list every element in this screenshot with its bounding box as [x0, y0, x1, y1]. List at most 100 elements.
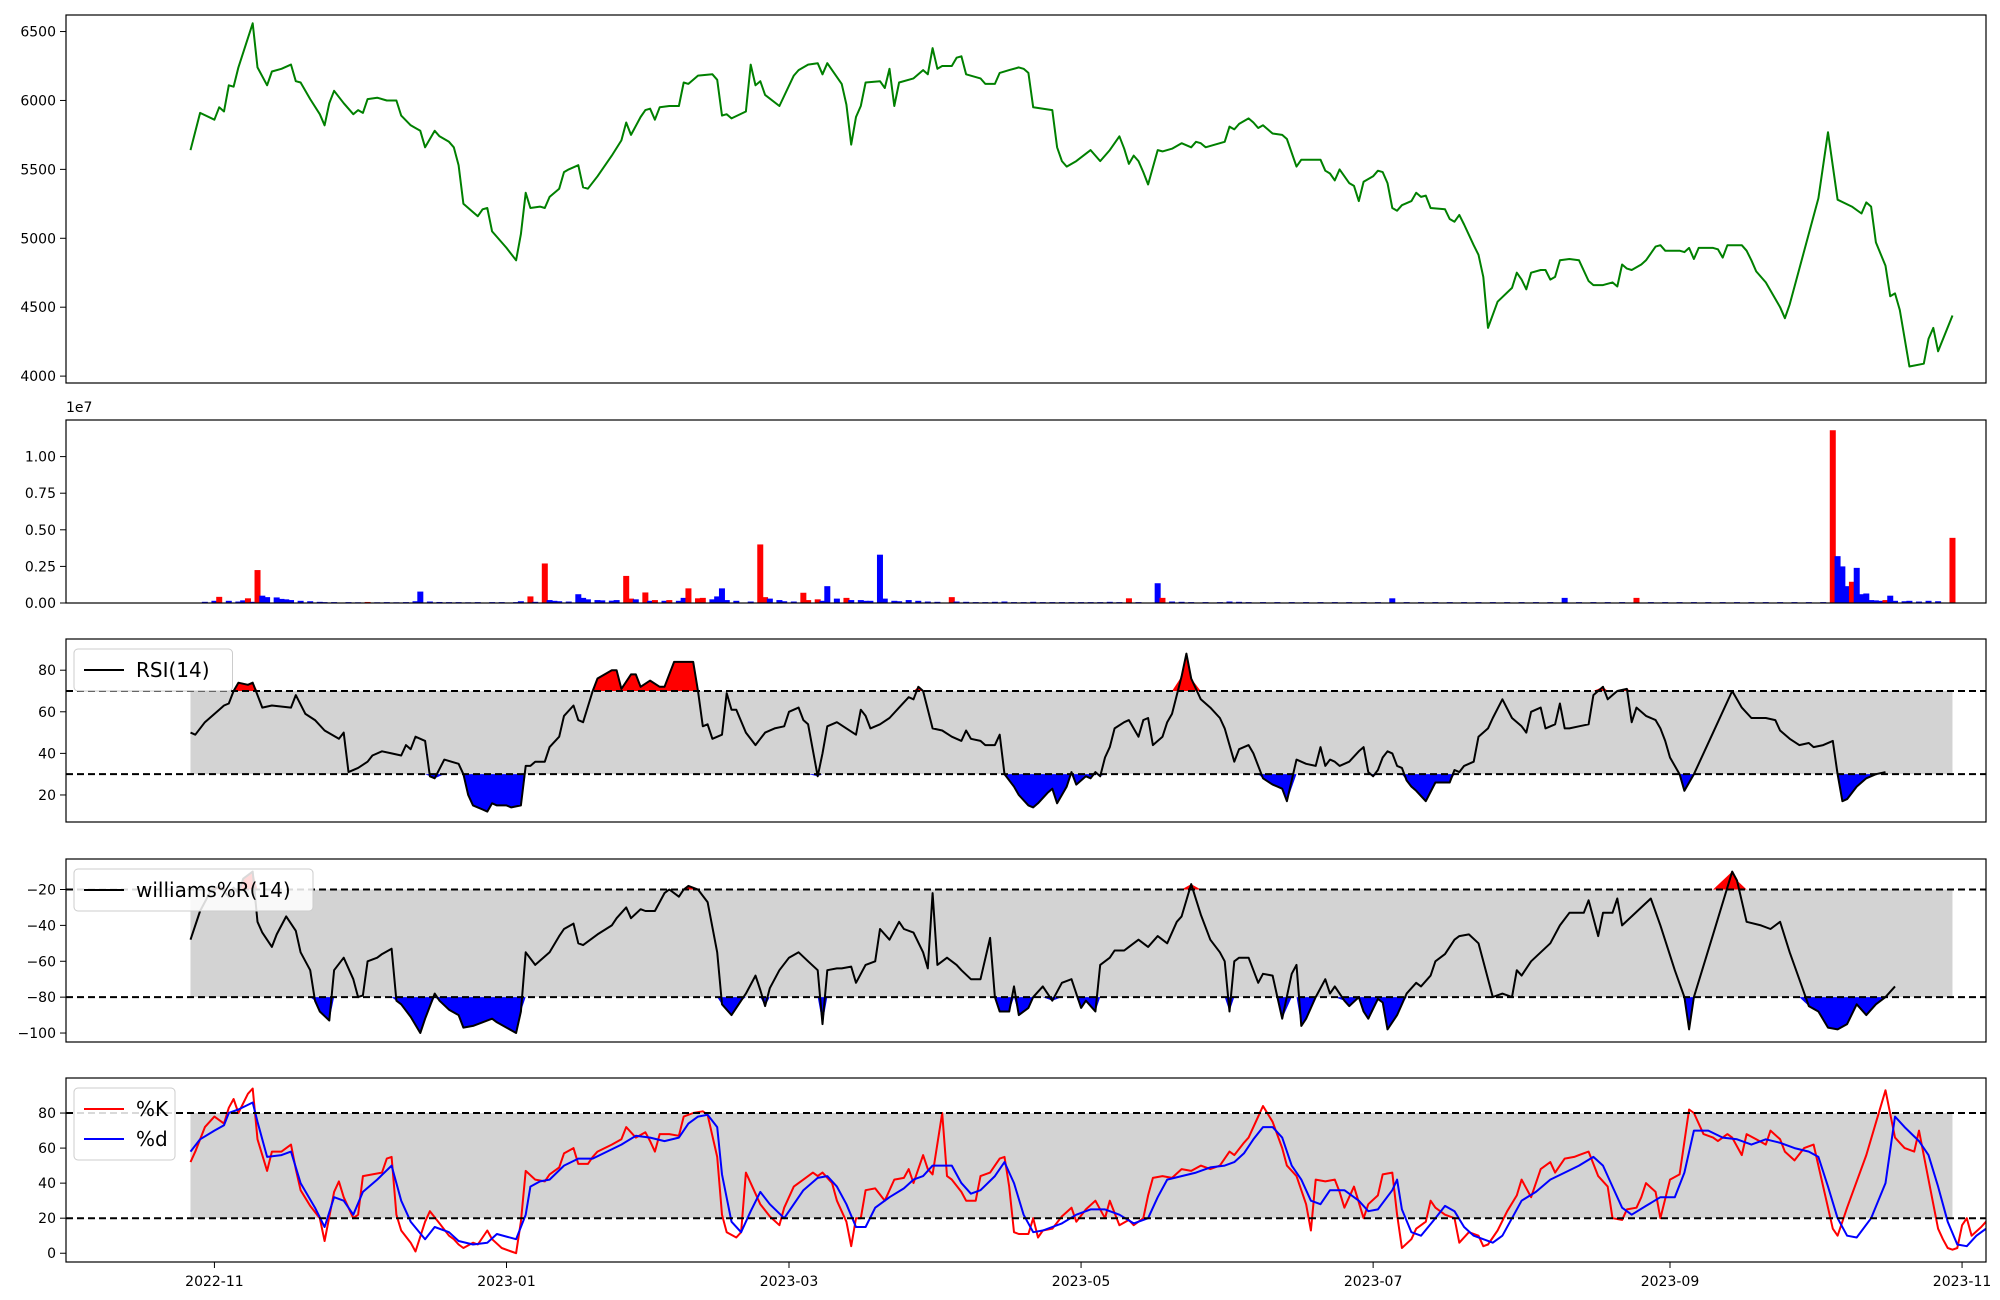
rsi-threshold-band	[190, 690, 1953, 775]
volume-bar	[527, 596, 534, 603]
volume-bar	[647, 600, 654, 603]
volume-bar	[565, 601, 572, 603]
volume-bar	[244, 598, 251, 603]
williams-oversold-fill	[190, 997, 1896, 1034]
volume-bar	[235, 601, 242, 603]
volume-bar	[556, 601, 563, 603]
rsi-y-tick-label: 80	[38, 663, 56, 679]
price-axes-frame	[65, 14, 1987, 384]
volume-bar	[723, 600, 730, 603]
volume-bar	[1863, 593, 1870, 603]
volume-bar	[1125, 598, 1132, 603]
williams-axes-frame	[65, 858, 1987, 1043]
volume-bar	[800, 592, 807, 603]
volume-bar	[1226, 601, 1233, 603]
stochastic-y-tick-label: 80	[38, 1106, 56, 1122]
rsi-plot-area	[190, 652, 1953, 813]
rsi-legend-box	[73, 648, 233, 692]
volume-y-tick-label: 0.50	[25, 523, 56, 539]
volume-bar	[1887, 595, 1894, 603]
volume-bar	[642, 592, 649, 603]
rsi-y-tick-label: 20	[38, 788, 56, 804]
volume-bar	[259, 595, 266, 603]
x-tick-label: 2023-01	[477, 1274, 536, 1290]
stochastic-panel: 0 20 40 60 80 2022-11 2023-01 2023-03 2023-05 202…	[38, 1077, 1991, 1290]
volume-bar	[766, 598, 773, 603]
volume-bar	[1633, 597, 1640, 603]
x-tick-label: 2023-05	[1052, 1274, 1111, 1290]
volume-bar	[417, 591, 424, 603]
volume-bar	[953, 601, 960, 603]
rsi-y-tick-label: 60	[38, 705, 56, 721]
volume-bar	[1858, 594, 1865, 603]
volume-bar	[307, 601, 314, 603]
price-y-tick-label: 6500	[20, 25, 56, 41]
volume-bar	[1877, 600, 1884, 603]
volume-bar	[675, 600, 682, 603]
volume-bar	[1561, 597, 1568, 603]
price-y-tick-label: 5000	[20, 231, 56, 247]
rsi-y-tick-label: 40	[38, 746, 56, 762]
volume-bar	[1949, 537, 1956, 603]
volume-bar	[709, 599, 716, 603]
volume-bar	[1834, 556, 1841, 603]
volume-y-tick-label: 0.75	[25, 486, 56, 502]
volume-bar	[924, 601, 931, 603]
stochastic-threshold-band	[190, 1113, 1953, 1219]
stochastic-y-tick-label: 0	[47, 1246, 56, 1262]
volume-bar	[685, 588, 692, 603]
stochastic-y-tick-label: 60	[38, 1141, 56, 1157]
volume-bar	[273, 597, 280, 603]
rsi-panel: 20 40 60 80 RSI(14)	[38, 638, 1987, 823]
volume-bar	[843, 597, 850, 603]
volume-bar	[1901, 601, 1908, 603]
volume-offset-label: 1e7	[66, 400, 92, 416]
volume-bar	[580, 597, 587, 603]
stochastic-plot-area	[189, 1087, 1986, 1255]
volume-bar	[948, 597, 955, 603]
williams-y-tick-label: −20	[26, 883, 56, 899]
volume-bar	[757, 544, 764, 603]
volume-bar	[661, 600, 668, 603]
volume-bar	[1159, 597, 1166, 603]
volume-bar	[891, 600, 898, 603]
williams-panel: −100 −80 −60 −40 −20 williams%R(14)	[18, 858, 1987, 1043]
volume-y-tick-label: 1.00	[25, 450, 56, 466]
volume-bar	[278, 598, 285, 603]
volume-bar	[699, 597, 706, 603]
volume-bar	[867, 600, 874, 603]
volume-bar	[1853, 567, 1860, 603]
volume-bar	[1389, 598, 1396, 603]
stochastic-legend-label: %d	[136, 1127, 168, 1151]
volume-y-tick-label: 0.00	[25, 596, 56, 612]
volume-bar	[551, 600, 558, 603]
rsi-oversold-fill	[190, 774, 1886, 812]
volume-bar	[1848, 581, 1855, 603]
volume-plot-area	[201, 430, 1956, 603]
williams-y-tick-label: −60	[26, 954, 56, 970]
rsi-series-line-1	[190, 652, 1886, 813]
volume-bar	[814, 599, 821, 603]
stochastic-series-line-2	[189, 1101, 1986, 1248]
volume-bar	[876, 554, 883, 603]
volume-panel: 0.00 0.25 0.50 0.75 1.00 1e7	[25, 400, 1987, 612]
volume-bar	[632, 599, 639, 603]
volume-bar	[857, 600, 864, 603]
volume-bar	[1892, 600, 1899, 603]
volume-bar	[776, 600, 783, 603]
rsi-legend-label: RSI(14)	[136, 658, 210, 682]
volume-bar	[541, 563, 548, 603]
volume-bar	[412, 601, 419, 603]
volume-bar	[575, 594, 582, 603]
volume-bar	[546, 600, 553, 603]
volume-bar	[1839, 566, 1846, 603]
volume-bar	[216, 596, 223, 603]
volume-bar	[211, 600, 218, 603]
volume-bar	[680, 597, 687, 603]
volume-bar	[584, 599, 591, 603]
stochastic-y-tick-label: 40	[38, 1176, 56, 1192]
volume-bar	[714, 596, 721, 603]
stochastic-axes-frame	[65, 1077, 1987, 1263]
volume-bar	[1154, 583, 1161, 603]
price-y-tick-label: 4500	[20, 300, 56, 316]
